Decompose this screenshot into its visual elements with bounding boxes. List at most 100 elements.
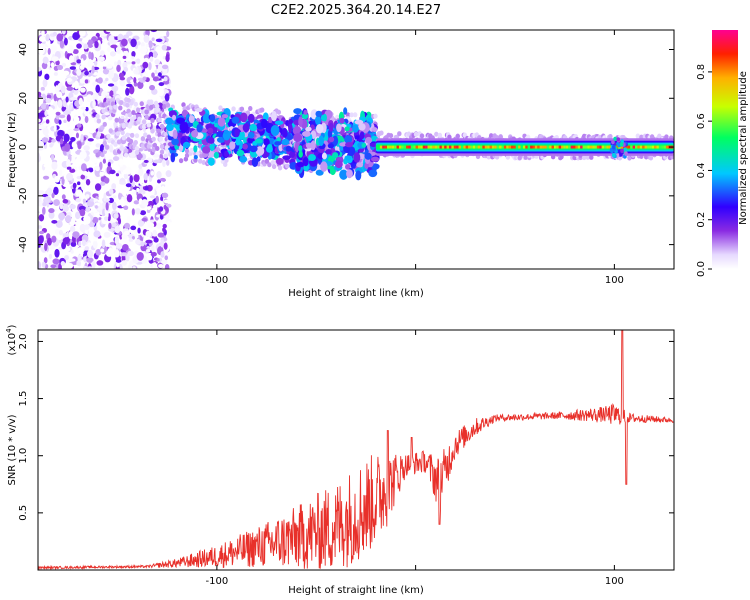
spectrogram-cell [74, 80, 79, 90]
spectrogram-cell [66, 61, 70, 70]
spectrogram-cell [38, 118, 41, 123]
spectrogram-cell [155, 103, 160, 109]
spectrogram-cell [106, 63, 113, 69]
spectrogram-cell [134, 207, 141, 215]
spectrogram-cell [93, 71, 99, 76]
spectrogram-core-cell [384, 145, 388, 149]
spectrogram-core-cell [568, 145, 571, 149]
spectrogram-core-cell [379, 145, 383, 149]
spectrogram-core-cell [484, 145, 488, 149]
spectrogram-cell [611, 139, 615, 145]
spectrogram-cell [104, 263, 109, 269]
spectrogram-cell [171, 114, 177, 121]
spectrogram-cell [133, 231, 138, 238]
colorbar-gradient [712, 30, 738, 269]
spectrogram-cell [609, 147, 614, 153]
spectrogram-cell [276, 109, 282, 115]
spectrogram-cell [56, 91, 63, 99]
spectrogram-core-cell [549, 145, 552, 149]
spectrogram-cell [139, 178, 143, 185]
spectrogram-cell [38, 44, 42, 49]
spectrogram-cell [86, 39, 94, 48]
spectrogram-cell [57, 99, 63, 109]
spectrogram-cell [264, 158, 270, 164]
spectrogram-cell [120, 115, 125, 120]
spectrogram-cell [128, 104, 132, 109]
spectrogram-cell [85, 178, 91, 186]
spectrogram-core-cell [565, 145, 569, 149]
spectrogram-cell [38, 225, 43, 229]
spectrogram-cell [38, 140, 43, 148]
snr-ytick-label: 0.5 [18, 505, 29, 521]
spectrogram-cell [102, 91, 109, 96]
spectrogram-cell [126, 83, 133, 88]
spectrogram-cell [38, 112, 45, 117]
spectrogram-cell [54, 175, 60, 183]
spectrogram-cell [120, 130, 125, 136]
spectrogram-cell [143, 159, 149, 164]
spectrogram-cell [79, 156, 84, 160]
spectrogram-cell [328, 122, 334, 132]
spectrogram-cell [328, 136, 335, 143]
spectrogram-cell [59, 138, 64, 145]
spectrogram-cell [523, 154, 528, 160]
spectrogram-cell [142, 76, 147, 81]
colorbar-tick-label: 0.2 [696, 212, 707, 228]
spectrogram-core-cell [630, 145, 633, 149]
spectrogram-cell [345, 112, 351, 118]
spectrogram-cell [132, 190, 137, 195]
spectrogram-cell [80, 163, 87, 172]
spectrogram-cell [79, 209, 86, 217]
spectrogram-core-cell [460, 145, 464, 149]
spectrogram-cell [193, 154, 198, 160]
spectrogram-cell [125, 87, 130, 96]
spectrogram-cell [79, 223, 86, 233]
spectrogram-cell [261, 118, 268, 129]
spectrogram-cell [61, 194, 66, 200]
spectrogram-cell [149, 84, 156, 91]
spectrogram-core-cell [592, 145, 595, 149]
spectrogram-core-cell [654, 145, 657, 149]
spectrogram-core-cell [534, 145, 538, 149]
spectrogram-cell [126, 108, 131, 114]
spectrogram-cell [139, 210, 147, 216]
spectrogram-cell [93, 60, 98, 66]
snr-series-line [38, 330, 674, 570]
spectrogram-cell [41, 30, 45, 37]
spectrogram-cell [84, 116, 89, 124]
spectrogram-cell [166, 123, 174, 132]
spectrogram-cell [44, 242, 48, 252]
spectrogram-cell [188, 115, 195, 123]
spectrogram-cell [345, 164, 351, 170]
spectrogram-cell [160, 259, 168, 265]
spectrogram-cell [113, 87, 117, 96]
spectrogram-cell [152, 204, 159, 209]
spectrogram-cell [62, 233, 70, 238]
spectrogram-cell [352, 124, 359, 133]
spectrogram-cell [325, 148, 332, 155]
snr-xtick-label: -100 [206, 576, 229, 587]
spectrogram-core-cell [425, 145, 428, 149]
spectrogram-cell [127, 112, 133, 118]
spectrogram-cell [146, 134, 152, 140]
spectrogram-cell [310, 140, 316, 151]
spectrogram-cell [344, 126, 350, 132]
spectrogram-cell [66, 114, 71, 122]
spectrogram-cell [251, 157, 259, 168]
spectrogram-cell [245, 110, 251, 116]
spectrogram-cell [135, 239, 141, 245]
spectrogram-cell [72, 182, 77, 189]
spectrogram-ytick-label: -20 [18, 188, 29, 204]
spectrogram-cell [344, 135, 353, 144]
snr-multiplier-exponent: 4 [5, 328, 13, 333]
spectrogram-cell [115, 242, 123, 249]
spectrogram-cell [128, 260, 135, 266]
spectrogram-cell [44, 196, 52, 203]
spectrogram-cell [339, 117, 345, 124]
spectrogram-core-cell [551, 145, 554, 149]
spectrogram-cell [141, 124, 147, 130]
spectrogram-cell [44, 110, 48, 117]
spectrogram-cell [149, 104, 154, 110]
spectrogram-cell [42, 175, 50, 180]
spectrogram-cell [159, 123, 165, 129]
